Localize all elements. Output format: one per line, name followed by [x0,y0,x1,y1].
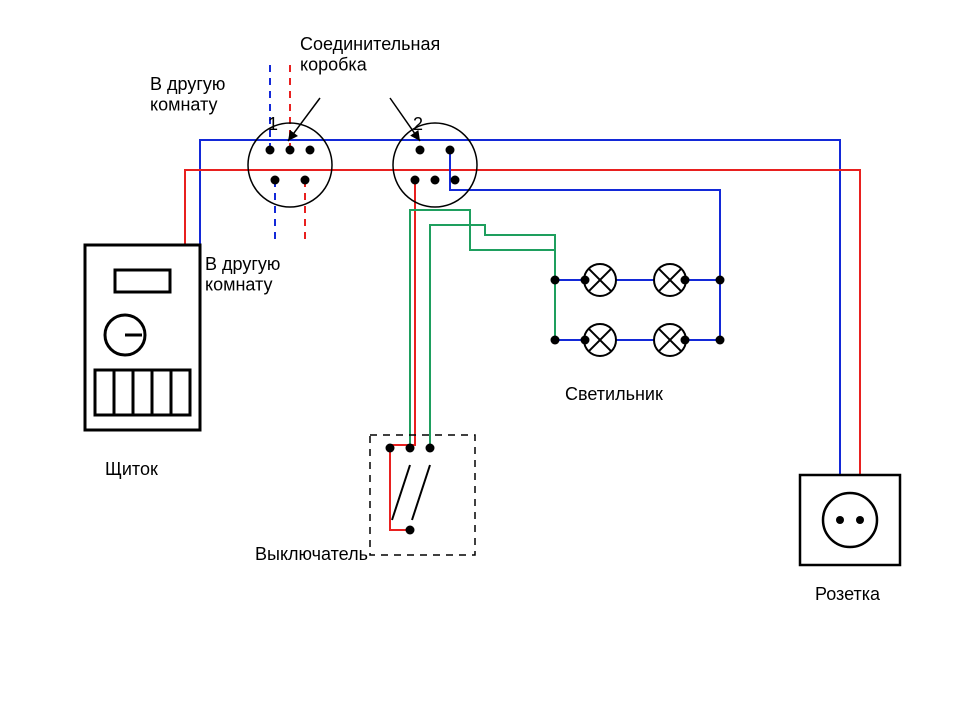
connection-node [581,336,590,345]
connection-node [271,176,280,185]
label: 2 [413,114,423,134]
connection-node [431,176,440,185]
label: Светильник [565,384,663,404]
wall-switch [370,435,475,555]
wire [390,180,415,445]
connection-node [451,176,460,185]
connection-node [306,146,315,155]
label: Розетка [815,584,881,604]
label: Щиток [105,459,158,479]
connection-node [266,146,275,155]
label: Соединительнаякоробка [300,34,440,75]
connection-node [301,176,310,185]
connection-node [416,146,425,155]
connection-node [716,276,725,285]
distribution-panel [85,245,200,430]
connection-node [411,176,420,185]
connection-node [406,526,415,535]
label: В другуюкомнату [150,74,225,115]
label: 1 [268,114,278,134]
wire [410,210,555,448]
wire [430,225,555,448]
connection-node [386,444,395,453]
label: В другуюкомнату [205,254,280,295]
connection-node [426,444,435,453]
connection-node [581,276,590,285]
lamp-fixture [584,264,686,356]
connection-node [406,444,415,453]
connection-node [681,336,690,345]
connection-node [551,336,560,345]
connection-node [681,276,690,285]
label: Выключатель [255,544,368,564]
connection-node [716,336,725,345]
junction-box-b2 [393,123,477,207]
wire [185,170,860,475]
connection-node [286,146,295,155]
connection-node [446,146,455,155]
power-socket [800,475,900,565]
connection-node [551,276,560,285]
